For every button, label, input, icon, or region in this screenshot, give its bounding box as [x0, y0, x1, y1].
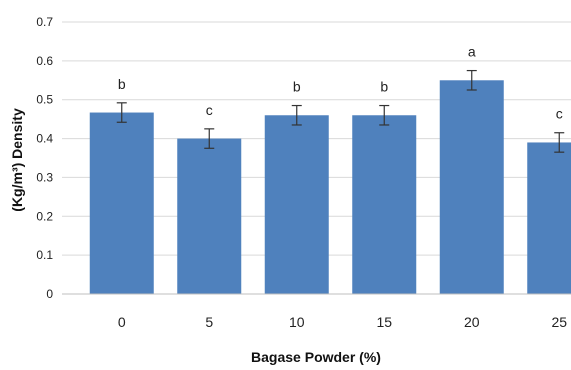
significance-label: c — [206, 102, 213, 118]
x-tick-label: 25 — [551, 314, 567, 330]
y-tick-label: 0.1 — [36, 248, 53, 262]
bars — [89, 80, 571, 295]
y-axis-title: (Kg/m³) Density — [9, 108, 25, 212]
error-bar — [291, 104, 302, 126]
x-tick-labels: 0 5 10 15 20 25 — [118, 314, 567, 330]
error-bar — [204, 128, 215, 149]
significance-label: b — [293, 79, 301, 95]
bar-0 — [89, 112, 154, 294]
x-tick-label: 0 — [118, 314, 126, 330]
error-bars — [116, 69, 565, 153]
error-bar — [466, 69, 477, 91]
y-tick-labels: 0 0.1 0.2 0.3 0.4 0.5 0.6 0.7 — [36, 15, 53, 301]
y-tick-label: 0 — [46, 287, 53, 301]
x-tick-label: 10 — [289, 314, 305, 330]
significance-label: a — [468, 44, 476, 60]
error-bar — [116, 102, 127, 123]
x-tick-label: 15 — [376, 314, 392, 330]
bar-25 — [527, 142, 571, 294]
y-tick-label: 0.5 — [36, 93, 53, 107]
bar-20 — [439, 80, 504, 295]
error-bar — [554, 132, 565, 153]
y-tick-label: 0.4 — [36, 132, 53, 146]
bar-15 — [352, 115, 417, 294]
significance-label: c — [556, 106, 563, 122]
significance-labels: b c b b a c — [118, 44, 563, 122]
x-tick-label: 5 — [205, 314, 213, 330]
y-tick-label: 0.6 — [36, 54, 53, 68]
x-axis-title: Bagase Powder (%) — [251, 349, 381, 365]
bar-5 — [177, 138, 242, 294]
significance-label: b — [380, 79, 388, 95]
y-tick-label: 0.7 — [36, 15, 53, 29]
y-tick-label: 0.3 — [36, 170, 53, 184]
error-bar — [379, 104, 390, 126]
bar-10 — [264, 115, 329, 294]
y-tick-label: 0.2 — [36, 209, 53, 223]
x-tick-label: 20 — [464, 314, 480, 330]
significance-label: b — [118, 76, 126, 92]
